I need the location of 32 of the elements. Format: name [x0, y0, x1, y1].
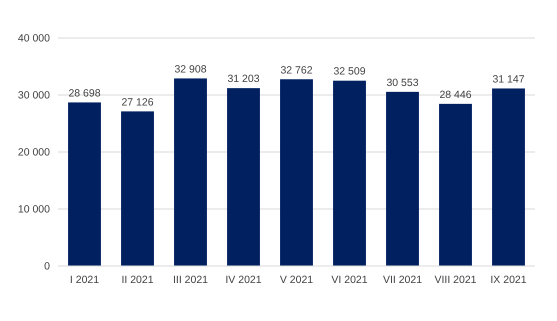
bar [227, 88, 260, 266]
x-tick-label: IX 2021 [490, 274, 527, 286]
x-tick-label: II 2021 [121, 274, 154, 286]
x-tick-label: VIII 2021 [434, 274, 477, 286]
bar [121, 111, 154, 266]
y-tick-label: 0 [44, 260, 50, 273]
y-tick-label: 10 000 [18, 204, 50, 216]
bar [386, 92, 419, 266]
data-label: 32 908 [174, 63, 207, 76]
bar [68, 102, 101, 266]
data-label: 30 553 [386, 76, 419, 89]
y-tick-label: 20 000 [18, 146, 50, 159]
x-tick-label: VII 2021 [382, 274, 422, 286]
bar [439, 104, 472, 266]
y-tick-label: 40 000 [18, 32, 50, 45]
x-tick-label: I 2021 [70, 274, 100, 286]
bar [174, 78, 207, 266]
data-label: 28 698 [68, 87, 101, 100]
data-label: 32 762 [280, 64, 313, 76]
x-tick-label: III 2021 [172, 274, 208, 286]
data-label: 28 446 [439, 88, 472, 101]
x-tick-label: VI 2021 [331, 274, 368, 286]
data-label: 31 203 [227, 73, 260, 86]
y-tick-label: 30 000 [18, 90, 50, 102]
data-label: 31 147 [492, 73, 525, 86]
bar [280, 79, 313, 266]
bar [492, 88, 525, 266]
x-tick-label: IV 2021 [225, 274, 262, 286]
bar [333, 80, 366, 266]
data-label: 27 126 [121, 96, 154, 108]
x-tick-label: V 2021 [280, 274, 314, 286]
data-label: 32 509 [333, 66, 366, 78]
